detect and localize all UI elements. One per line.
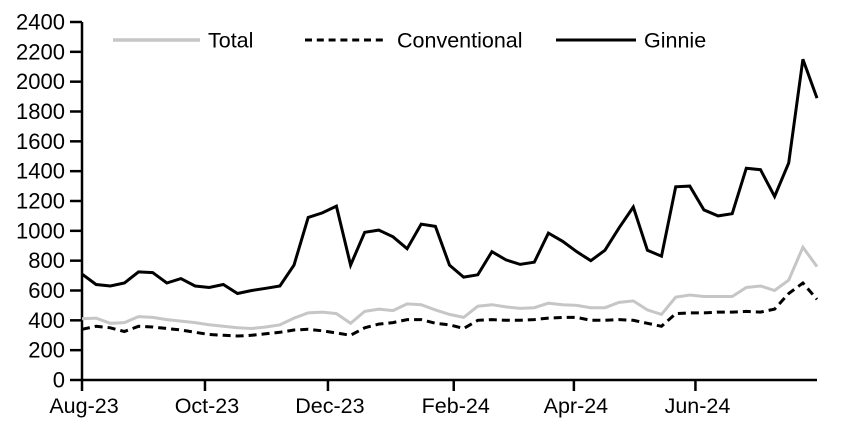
y-tick-label: 800 bbox=[28, 248, 65, 273]
y-tick-label: 1400 bbox=[16, 159, 65, 184]
x-tick-label: Jun-24 bbox=[665, 394, 731, 418]
y-tick-label: 1200 bbox=[16, 189, 65, 214]
y-tick-label: 0 bbox=[53, 368, 65, 393]
x-tick-label: Oct-23 bbox=[175, 394, 240, 418]
legend-label-ginnie: Ginnie bbox=[644, 29, 706, 53]
x-tick-label: Aug-23 bbox=[49, 394, 118, 418]
y-tick-label: 1800 bbox=[16, 99, 65, 124]
y-tick-label: 2400 bbox=[16, 10, 65, 35]
axes: 0 200 400 600 800 1000 1200 1400 1600 1800 2000 220… bbox=[16, 10, 817, 418]
series-line-conventional bbox=[81, 280, 819, 338]
x-tick-label: Feb-24 bbox=[422, 394, 490, 418]
y-tick-label: 1600 bbox=[16, 129, 65, 154]
y-tick-label: 2000 bbox=[16, 69, 65, 94]
y-tick-label: 400 bbox=[28, 308, 65, 333]
plot-lines bbox=[81, 58, 819, 338]
legend-label-conventional: Conventional bbox=[397, 29, 523, 53]
legend: Total Conventional Ginnie bbox=[113, 29, 706, 53]
series-line-ginnie bbox=[81, 58, 819, 296]
series-line-total bbox=[81, 244, 819, 331]
y-tick-label: 200 bbox=[28, 338, 65, 363]
x-tick-label: Apr-24 bbox=[544, 394, 609, 418]
legend-label-total: Total bbox=[208, 29, 253, 53]
y-tick-label: 600 bbox=[28, 278, 65, 303]
y-tick-label: 2200 bbox=[16, 39, 65, 64]
x-tick-label: Dec-23 bbox=[295, 394, 364, 418]
y-tick-label: 1000 bbox=[16, 218, 65, 243]
